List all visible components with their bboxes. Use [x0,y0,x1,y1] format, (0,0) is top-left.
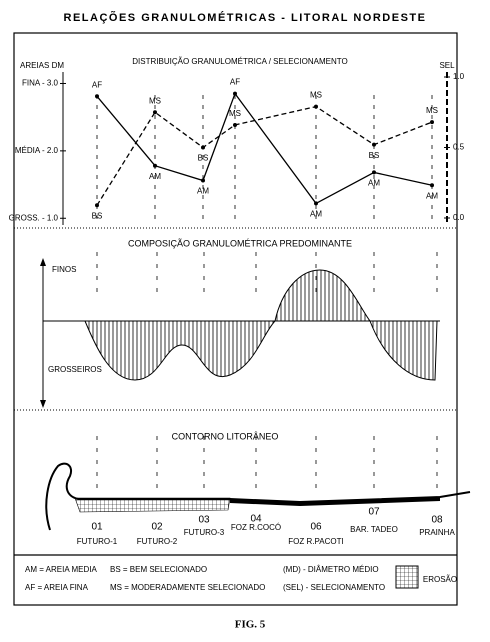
station-number: 06 [310,522,322,533]
point-label: MS [310,91,322,100]
top-chart: FINA - 3.0 MÉDIA - 2.0 GROSS. - 1.0 1.0 0.5 0… [9,72,465,495]
fine-label: FINOS [52,265,76,274]
coast-band [230,497,440,506]
y-axis-label: AREIAS DM [20,61,64,70]
y2-tick-label: 1.0 [453,72,465,81]
point [314,104,318,109]
station-number: 08 [431,515,443,526]
station-name: BAR. TADEO [350,525,398,534]
point-label: AF [92,80,102,89]
point-label: MS [229,109,241,118]
station-name: FOZ R.PACOTI [288,537,343,546]
coarse-label: GROSSEIROS [48,365,102,374]
point [314,201,318,206]
legend-text: EROSÃO [423,575,457,584]
y2-tick-label: 0.5 [453,143,465,152]
station-name: PRAINHA [419,528,455,537]
station-name: FUTURO-3 [184,528,225,537]
station-number: 03 [198,515,210,526]
point [430,120,434,125]
erosion-swatch [395,565,419,589]
composition-curve [84,269,438,381]
station-name: FUTURO-1 [77,537,118,546]
point-label: BS [92,211,103,220]
point [233,91,237,96]
station-name: FUTURO-2 [137,537,178,546]
point-label: BS [369,151,380,160]
station-number: 01 [91,522,103,533]
point [372,170,376,175]
y-tick-label: MÉDIA - 2.0 [15,146,59,155]
point [201,145,205,150]
point [201,178,205,183]
legend-text: MS = MODERADAMENTE SELECIONADO [110,583,265,592]
legend-text: (MD) - DIÂMETRO MÉDIO [283,565,379,574]
y-tick-label: FINA - 3.0 [22,79,59,88]
caption: FIG. 5 [235,619,266,631]
point-label: AM [149,172,161,181]
point [153,110,157,115]
coastline [45,462,471,531]
legend-text: AF = AREIA FINA [25,583,89,592]
point [95,94,99,99]
chart-title: DISTRIBUIÇÃO GRANULOMÉTRICA / SELECIONAM… [132,57,347,66]
station-name: FOZ R.COCÓ [231,523,281,532]
point-label: AM [197,187,209,196]
legend-text: BS = BEM SELECIONADO [110,565,207,574]
erosion-area [74,497,231,513]
frame [13,32,458,606]
y2-axis-label: SEL [439,61,455,70]
y-tick-label: GROSS. - 1.0 [9,213,59,222]
panel-title: CONTORNO LITORÂNEO [172,431,279,441]
figure-title: RELAÇÕES GRANULOMÉTRICAS - LITORAL NORDE… [64,11,427,24]
station-number: 04 [250,514,262,525]
y2-tick-label: 0.0 [453,213,465,222]
point-label: AM [368,179,380,188]
station-number: 07 [368,507,380,518]
point [153,163,157,168]
point [430,183,434,188]
point-label: BS [198,154,209,163]
legend: AM = AREIA MEDIA AF = AREIA FINA BS = BEM … [25,565,385,592]
legend-text: AM = AREIA MEDIA [25,565,97,574]
station-number: 02 [151,522,163,533]
point-label: MS [149,96,161,105]
point [95,203,99,208]
point [233,122,237,127]
point-label: AM [426,191,438,200]
point [372,142,376,147]
legend-text: (SEL) - SELECIONAMENTO [283,583,385,592]
panel-title: COMPOSIÇÃO GRANULOMÉTRICA PREDOMINANTE [128,238,352,248]
point-label: AF [230,78,240,87]
point-label: MS [426,106,438,115]
point-label: AM [310,210,322,219]
series-line [96,92,433,205]
